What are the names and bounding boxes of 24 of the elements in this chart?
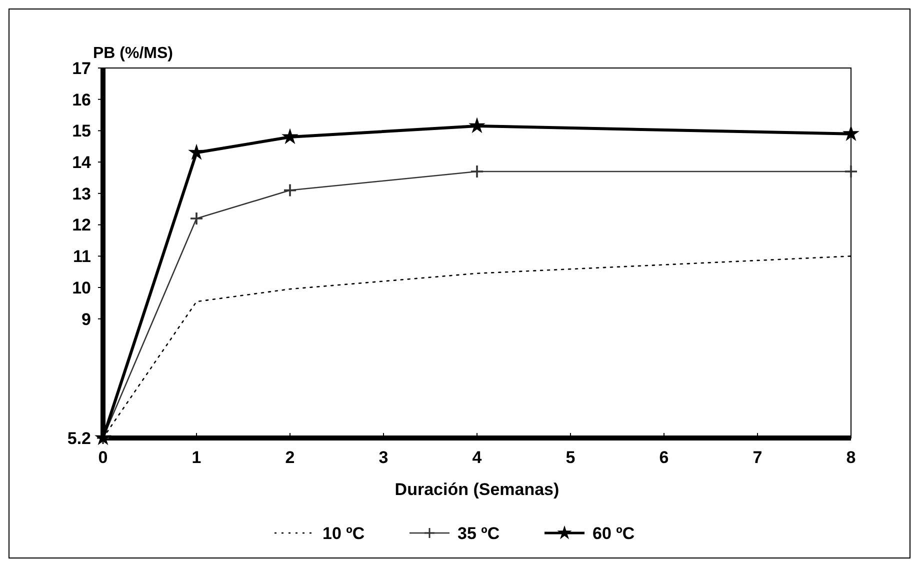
x-tick-label: 4 — [472, 448, 482, 467]
x-tick-label: 0 — [98, 448, 108, 467]
y-tick-label: 5.2 — [67, 428, 91, 448]
x-tick-label: 2 — [285, 448, 295, 467]
x-tick-label: 8 — [846, 448, 856, 467]
x-tick-label: 6 — [659, 448, 669, 467]
legend-label: 60 ºC — [592, 524, 635, 543]
y-tick-label: 14 — [72, 153, 92, 172]
y-axis-title: PB (%/MS) — [93, 45, 173, 62]
y-tick-label: 16 — [72, 90, 91, 110]
y-tick-label: 9 — [82, 310, 91, 329]
y-tick-label: 17 — [72, 58, 91, 78]
x-tick-label: 1 — [192, 448, 202, 467]
legend-label: 10 ºC — [322, 524, 365, 543]
x-tick-label: 7 — [752, 448, 762, 467]
x-tick-label: 5 — [566, 448, 576, 467]
y-tick-label: 12 — [72, 216, 91, 235]
y-tick-label: 15 — [72, 122, 91, 141]
y-tick-label: 10 — [72, 278, 91, 298]
legend-label: 35 ºC — [458, 524, 500, 543]
x-tick-label: 3 — [378, 448, 388, 467]
x-axis-title: Duración (Semanas) — [394, 480, 560, 499]
y-tick-label: 13 — [72, 184, 91, 204]
y-tick-label: 11 — [73, 247, 91, 266]
